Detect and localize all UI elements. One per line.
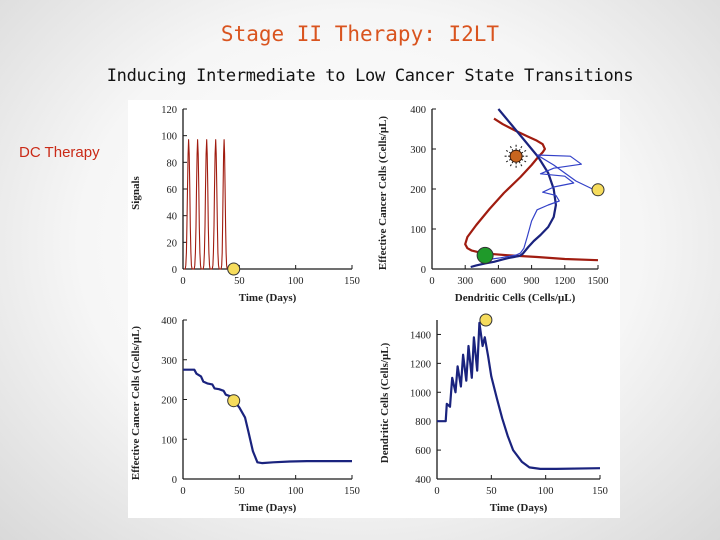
y-tick-label: 100 bbox=[161, 435, 177, 446]
x-tick-label: 600 bbox=[491, 276, 507, 287]
y-tick-label: 300 bbox=[161, 356, 177, 367]
star-core bbox=[509, 149, 523, 163]
yellow-marker bbox=[227, 262, 241, 276]
y-tick-label: 100 bbox=[161, 132, 177, 143]
x-axis-label: Time (Days) bbox=[239, 502, 297, 514]
chart-dendritic: 0 50 100 150 400 600 800 1000 1200 1400 Time (Days… bbox=[379, 313, 608, 514]
y-axis-label: Dendritic Cells (Cells/μL) bbox=[379, 342, 391, 463]
y-tick-label: 120 bbox=[161, 105, 177, 116]
y-tick-label: 1000 bbox=[410, 388, 431, 399]
y-tick-label: 0 bbox=[172, 265, 177, 276]
slide-title: Stage II Therapy: I2LT bbox=[220, 22, 500, 46]
y-tick-label: 200 bbox=[410, 185, 426, 196]
x-axis-label: Time (Days) bbox=[239, 292, 297, 304]
x-tick-label: 1200 bbox=[554, 276, 575, 287]
x-tick-label: 50 bbox=[234, 276, 245, 287]
y-axis-label: Effective Cancer Cells (Cells/μL) bbox=[130, 326, 142, 481]
y-tick-label: 600 bbox=[415, 446, 431, 457]
x-tick-label: 50 bbox=[234, 486, 245, 497]
y-tick-label: 200 bbox=[161, 396, 177, 407]
series-nullcline-blue bbox=[470, 108, 557, 269]
star-ray bbox=[518, 161, 523, 167]
x-tick-label: 0 bbox=[180, 486, 185, 497]
star-ray bbox=[505, 149, 512, 154]
y-axis-label: Signals bbox=[130, 175, 142, 209]
series-signal bbox=[184, 139, 229, 270]
x-tick-label: 0 bbox=[429, 276, 434, 287]
y-tick-label: 400 bbox=[161, 316, 177, 327]
x-tick-label: 100 bbox=[288, 486, 304, 497]
y-tick-label: 80 bbox=[167, 158, 178, 169]
y-tick-label: 100 bbox=[410, 225, 426, 236]
y-tick-label: 400 bbox=[415, 475, 431, 486]
x-tick-label: 0 bbox=[180, 276, 185, 287]
chart-phase: 0 300 600 900 1200 1500 0 100 200 300 400 Dendritic… bbox=[377, 105, 609, 304]
yellow-marker bbox=[227, 394, 241, 408]
y-tick-label: 400 bbox=[410, 105, 426, 116]
x-axis-label: Time (Days) bbox=[490, 502, 548, 514]
y-tick-label: 40 bbox=[167, 212, 178, 223]
x-axis-label: Dendritic Cells (Cells/μL) bbox=[455, 292, 576, 304]
chart-signals: 0 50 100 150 0 20 40 60 80 100 120 Time (Days) Signa… bbox=[130, 105, 360, 304]
series-dendritic-cells bbox=[437, 321, 601, 470]
yellow-marker bbox=[479, 313, 493, 327]
x-tick-label: 0 bbox=[434, 486, 439, 497]
y-axis-label: Effective Cancer Cells (Cells/μL) bbox=[377, 116, 389, 271]
y-tick-label: 800 bbox=[415, 417, 431, 428]
x-tick-label: 100 bbox=[538, 486, 554, 497]
y-tick-label: 1400 bbox=[410, 330, 431, 341]
y-tick-label: 0 bbox=[172, 475, 177, 486]
therapy-label: DC Therapy bbox=[19, 144, 100, 161]
star-ray bbox=[521, 158, 527, 163]
x-tick-label: 50 bbox=[486, 486, 497, 497]
x-tick-label: 100 bbox=[288, 276, 304, 287]
x-tick-label: 150 bbox=[344, 276, 360, 287]
y-tick-label: 60 bbox=[167, 185, 178, 196]
y-tick-label: 300 bbox=[410, 145, 426, 156]
chart-cancer: 0 50 100 150 0 100 200 300 400 Time (Days) Effecti… bbox=[130, 316, 360, 514]
star-ray bbox=[521, 149, 527, 154]
star-ray bbox=[518, 145, 523, 152]
star-ray bbox=[505, 158, 512, 163]
star-marker bbox=[504, 144, 529, 169]
star-ray bbox=[509, 145, 514, 152]
slide-subtitle: Inducing Intermediate to Low Cancer Stat… bbox=[106, 66, 634, 86]
x-tick-label: 900 bbox=[524, 276, 540, 287]
y-tick-label: 0 bbox=[421, 265, 426, 276]
y-tick-label: 1200 bbox=[410, 359, 431, 370]
x-tick-label: 150 bbox=[592, 486, 608, 497]
star-ray bbox=[509, 161, 514, 167]
y-tick-label: 20 bbox=[167, 238, 178, 249]
x-tick-label: 150 bbox=[344, 486, 360, 497]
series-trajectory bbox=[491, 154, 599, 260]
figure-panel-background bbox=[128, 100, 620, 518]
x-tick-label: 1500 bbox=[588, 276, 609, 287]
x-tick-label: 300 bbox=[457, 276, 473, 287]
green-marker bbox=[476, 246, 494, 264]
yellow-marker bbox=[591, 183, 605, 197]
